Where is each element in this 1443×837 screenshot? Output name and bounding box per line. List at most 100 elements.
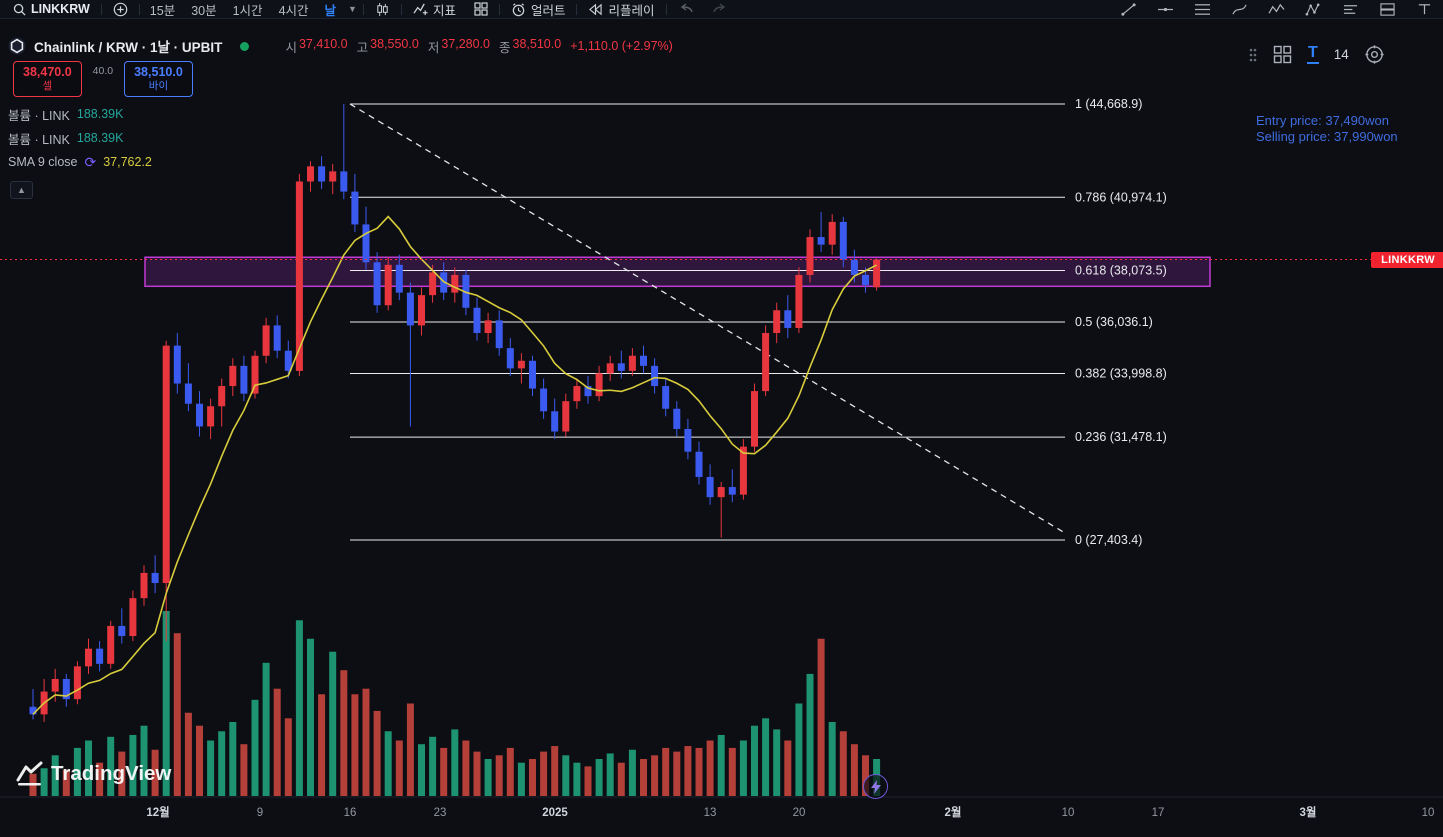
toolbar-divider <box>138 3 140 15</box>
drag-handle[interactable] <box>1248 47 1258 63</box>
timeframe-15m[interactable]: 15분 <box>149 3 176 18</box>
horizontal-line-icon <box>1158 7 1173 11</box>
legend-row-volume-1[interactable]: 볼륨 · LINK 188.39K <box>8 102 152 126</box>
open-label: 시 <box>285 40 297 55</box>
elliott-wave-tool[interactable] <box>1262 0 1291 18</box>
settings-button[interactable] <box>1364 44 1385 65</box>
xabcd-pattern-icon <box>1305 3 1320 16</box>
trend-line-tool[interactable] <box>1114 0 1143 18</box>
timeframe-4h[interactable]: 4시간 <box>278 3 309 18</box>
candle-style-button[interactable] <box>366 0 399 18</box>
grid-icon <box>474 2 488 16</box>
trendline <box>349 103 1066 534</box>
fib-zone <box>144 256 1211 288</box>
timeframe-1h[interactable]: 1시간 <box>232 3 263 18</box>
volume-value: 188.39K <box>76 131 124 145</box>
toolbar-divider <box>362 3 364 15</box>
chainlink-logo-icon <box>8 37 26 55</box>
sell-price: 38,470.0 <box>23 65 72 79</box>
sell-button[interactable]: 38,470.0 셀 <box>13 61 82 97</box>
replay-label: 리플레이 <box>608 3 655 18</box>
symbol-header: Chainlink / KRW · 1날 · UPBIT 시 37,410.0 고… <box>8 36 673 56</box>
redo-button[interactable] <box>703 0 737 18</box>
long-position-tool[interactable] <box>1373 0 1402 18</box>
fib-levels: 1 (44,668.9) 0.786 (40,974.1) 0.618 (38,07… <box>350 97 1167 547</box>
volume-bars <box>29 611 881 796</box>
timeframe-30m[interactable]: 30분 <box>191 3 217 18</box>
toolbar-left-group: LINKKRW 15분 30분 1시간 4시간 날 ▼ <box>4 0 737 18</box>
watermark-label: TradingView <box>51 761 172 785</box>
time-axis[interactable] <box>0 798 1443 837</box>
lightning-icon <box>870 779 881 794</box>
fib-lines-icon <box>1195 3 1210 15</box>
tradingview-logo-icon <box>16 761 43 786</box>
xabcd-pattern-tool[interactable] <box>1299 0 1328 18</box>
trade-panel: 38,470.0 셀 40.0 38,510.0 바이 <box>13 61 193 97</box>
svg-text:17: 17 <box>1152 807 1165 819</box>
symbol-search-label: LINKKRW <box>31 2 90 16</box>
drawing-tools-group <box>1114 0 1439 18</box>
legend-row-volume-2[interactable]: 볼륨 · LINK 188.39K <box>8 126 152 150</box>
sell-label: 셀 <box>42 80 53 92</box>
svg-text:0 (27,403.4): 0 (27,403.4) <box>1075 533 1142 547</box>
legend-row-sma[interactable]: SMA 9 close ⟳ 37,762.2 <box>8 150 152 174</box>
symbol-title[interactable]: Chainlink / KRW · 1날 · UPBIT <box>34 40 223 55</box>
top-toolbar: LINKKRW 15분 30분 1시간 4시간 날 ▼ <box>0 0 1443 19</box>
svg-text:2월: 2월 <box>945 805 962 819</box>
sma-label: SMA 9 close <box>8 155 78 169</box>
undo-button[interactable] <box>669 0 703 18</box>
tradingview-watermark[interactable]: TradingView <box>16 760 171 787</box>
zigzag-wave-icon <box>1268 3 1285 14</box>
svg-text:9: 9 <box>257 807 263 819</box>
realtime-button[interactable] <box>863 774 888 799</box>
text-note-tool[interactable] <box>1410 0 1439 18</box>
replay-button[interactable]: 리플레이 <box>579 0 663 18</box>
open-value: 37,410.0 <box>298 36 348 51</box>
low-label: 저 <box>427 40 440 55</box>
text-tool-button[interactable]: T <box>1307 44 1319 64</box>
rewind-icon <box>589 3 603 15</box>
svg-text:0.5 (36,036.1): 0.5 (36,036.1) <box>1075 315 1153 329</box>
svg-text:10: 10 <box>1062 807 1075 819</box>
sma-value: 37,762.2 <box>103 155 152 169</box>
loading-loop-icon: ⟳ <box>84 154 97 170</box>
svg-text:0.786 (40,974.1): 0.786 (40,974.1) <box>1075 190 1167 204</box>
alert-label: 얼러트 <box>530 3 566 18</box>
add-symbol-button[interactable] <box>104 0 137 18</box>
toolbar-divider <box>576 3 578 15</box>
fib-retracement-tool[interactable] <box>1188 0 1217 18</box>
toolbar-divider <box>400 3 402 15</box>
svg-text:13: 13 <box>704 807 717 819</box>
svg-text:0.618 (38,073.5): 0.618 (38,073.5) <box>1075 264 1167 278</box>
indicator-templates-button[interactable] <box>465 0 497 18</box>
ohlc-readout: 시 37,410.0 고 38,550.0 저 37,280.0 종 38,510.0 … <box>285 37 672 56</box>
volume-label: 볼륨 · LINK <box>8 108 70 123</box>
brush-tool[interactable] <box>1225 0 1254 18</box>
time-axis-labels: 12월 9 16 23 2025 13 20 2월 10 17 3월 10 <box>0 796 1443 819</box>
toolbar-divider <box>100 3 102 15</box>
search-icon <box>13 3 26 16</box>
alert-button[interactable]: 얼러트 <box>502 0 575 18</box>
market-open-dot <box>240 41 250 51</box>
layout-grid-icon <box>1273 45 1292 64</box>
buy-label: 바이 <box>148 80 169 92</box>
timeframe-1d[interactable]: 날 <box>324 3 337 18</box>
prediction-tool[interactable] <box>1336 0 1365 18</box>
horizontal-line-tool[interactable] <box>1151 0 1180 18</box>
indicators-label: 지표 <box>432 3 456 18</box>
volume-label: 볼륨 · LINK <box>8 132 70 147</box>
interval-number[interactable]: 14 <box>1333 47 1349 62</box>
layout-select-button[interactable] <box>1273 45 1292 64</box>
svg-text:0.236 (31,478.1): 0.236 (31,478.1) <box>1075 430 1167 444</box>
indicators-button[interactable]: 지표 <box>404 0 465 18</box>
last-price-tag[interactable]: LINKKRW <box>1371 252 1443 268</box>
symbol-search-button[interactable]: LINKKRW <box>4 0 99 18</box>
legend-collapse-button[interactable]: ▲ <box>10 181 33 199</box>
svg-text:12월: 12월 <box>146 805 169 819</box>
candles <box>29 103 881 722</box>
svg-text:10: 10 <box>1422 807 1435 819</box>
buy-button[interactable]: 38,510.0 바이 <box>124 61 193 97</box>
quick-toolbar: T 14 <box>1248 44 1385 65</box>
timeframe-dropdown-chevron[interactable]: ▼ <box>348 4 357 14</box>
